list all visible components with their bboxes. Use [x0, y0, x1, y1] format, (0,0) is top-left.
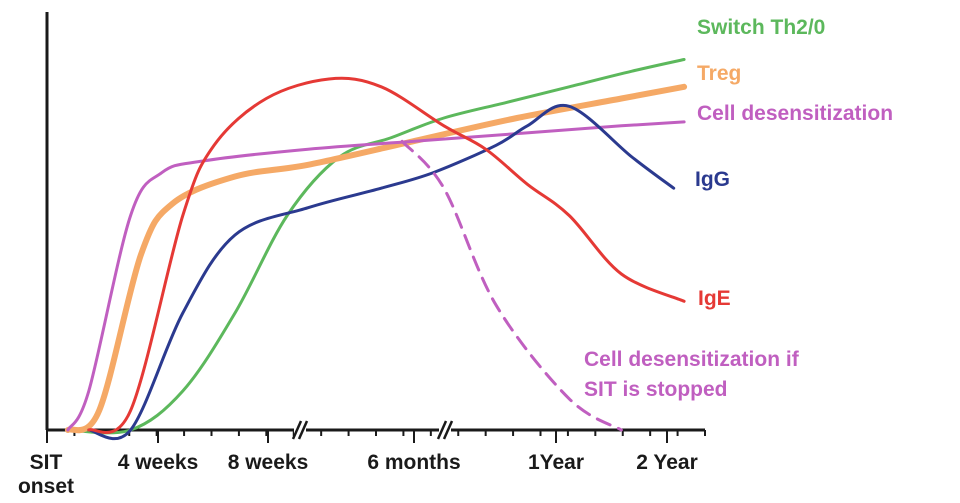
- axis-break-gap: [294, 426, 306, 434]
- series-line-3: [87, 103, 676, 441]
- series-line-0: [66, 58, 686, 435]
- x-tick-label: 6 months: [367, 451, 460, 474]
- axis-break-mark: [436, 420, 448, 440]
- x-tick-labels: SIT onset 4 weeks 8 weeks 6 months 1Year …: [18, 451, 698, 498]
- x-tick-label: 8 weeks: [228, 451, 309, 474]
- series-label-desensitization-stopped: Cell desensitization if SIT is stopped: [584, 348, 800, 401]
- series-label-cell-desensitization: Cell desensitization: [697, 102, 893, 125]
- axis-breaks: [291, 420, 454, 440]
- series-line-5: [400, 139, 623, 432]
- plot-area: [45, 12, 706, 443]
- series-label-igg: IgG: [695, 168, 730, 191]
- series-group: [64, 58, 688, 441]
- series-line-4: [87, 76, 686, 434]
- series-labels: Switch Th2/0 Treg Cell desensitization I…: [584, 16, 893, 401]
- x-tick-label: 4 weeks: [118, 451, 199, 474]
- series-label-switch: Switch Th2/0: [697, 16, 825, 39]
- x-tick-label: 1Year: [528, 451, 584, 474]
- series-label-ige: IgE: [698, 287, 731, 310]
- axis-break-gap: [439, 426, 451, 434]
- axis-break-mark: [442, 420, 454, 440]
- x-tick-label: SIT onset: [18, 451, 74, 498]
- series-line-1: [64, 83, 688, 434]
- series-line-2: [66, 120, 686, 432]
- minor-ticks: [46, 430, 706, 443]
- axis-break-mark: [297, 420, 309, 440]
- x-tick-label: 2 Year: [636, 451, 698, 474]
- axis-break-mark: [291, 420, 303, 440]
- series-label-treg: Treg: [697, 62, 741, 85]
